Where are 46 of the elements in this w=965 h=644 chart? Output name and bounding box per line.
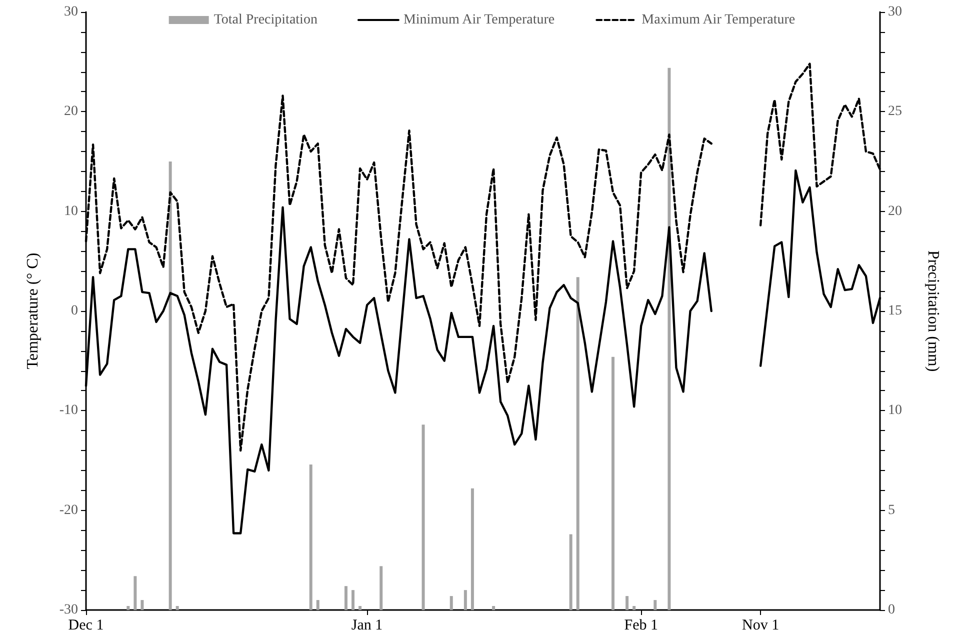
bar [344, 586, 348, 610]
legend-label: Minimum Air Temperature [403, 12, 555, 28]
bar [422, 424, 425, 610]
bar [450, 596, 453, 610]
x-tick-label: Feb 1 [624, 618, 658, 634]
bar [569, 534, 572, 610]
bar [380, 566, 383, 610]
y-axis-title: Temperature (° C) [24, 252, 42, 370]
x-tick-label: Nov 1 [742, 618, 780, 634]
bar [126, 606, 130, 610]
y-tick-label: -10 [59, 403, 78, 418]
bar [134, 576, 137, 610]
y-tick-label: 30 [64, 4, 78, 20]
bar [168, 162, 172, 610]
bar [464, 590, 467, 610]
bar [316, 600, 320, 610]
legend-label: Maximum Air Temperature [642, 12, 796, 28]
y2-tick-label: 30 [888, 4, 902, 20]
bar [492, 606, 496, 610]
y2-tick-label: 10 [888, 403, 902, 418]
y-tick-label: 10 [64, 204, 78, 219]
y-tick-label: 0 [71, 304, 78, 318]
y2-tick-label: 0 [888, 602, 895, 618]
bar [309, 464, 312, 610]
x-tick-label: Jan 1 [351, 618, 383, 634]
bar [576, 277, 580, 610]
bar [668, 68, 671, 610]
y-tick-label: 20 [64, 104, 78, 120]
y-tick-label: -30 [59, 602, 78, 618]
bar [176, 606, 179, 610]
y2-axis-title: Precipitation (mm) [924, 250, 942, 372]
bar [470, 488, 474, 610]
y-tick-label: -20 [59, 502, 78, 518]
legend-label: Total Precipitation [214, 12, 318, 28]
bar [626, 596, 629, 610]
bar [611, 356, 614, 610]
bar [632, 606, 636, 610]
bar [140, 600, 144, 610]
y2-tick-label: 25 [888, 104, 902, 120]
y2-tick-label: 15 [888, 304, 902, 318]
bar [654, 600, 657, 610]
bar [352, 590, 355, 610]
x-tick-label: Dec 1 [68, 618, 104, 634]
y2-tick-label: 5 [888, 502, 895, 518]
y2-tick-label: 20 [888, 204, 902, 219]
bar [358, 606, 362, 610]
